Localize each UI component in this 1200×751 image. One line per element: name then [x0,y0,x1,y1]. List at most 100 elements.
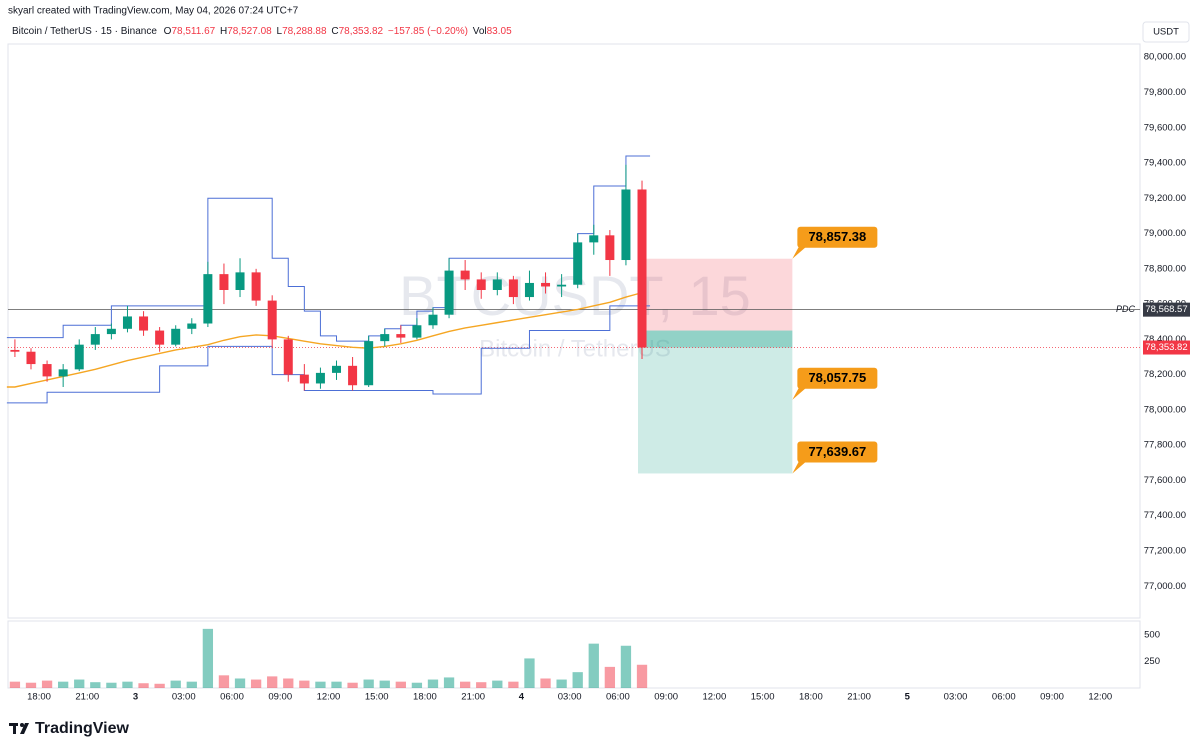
x-tick-label: 09:00 [1040,692,1064,703]
candle-body [187,323,197,329]
flag-label: 77,639.67 [808,444,866,459]
volume-tick-label: 250 [1144,656,1160,667]
target-zone [637,330,793,474]
volume-bar [218,675,230,688]
currency-box[interactable] [1142,21,1190,43]
volume-bar [508,681,519,688]
candle-body [589,235,599,243]
ohlc-key: C [331,26,338,37]
overlay-line [6,155,651,342]
candle-body [106,328,116,335]
candle-body [541,282,551,287]
flag [797,367,878,389]
x-tick-label: 06:00 [606,692,630,703]
y-tick-label: 79,600.00 [1144,122,1186,133]
flag-label: 78,057.75 [808,370,866,385]
volume-bar [74,679,85,688]
volume-bar [202,628,214,688]
candle-body [219,274,229,290]
volume-bar [443,677,455,688]
flag [797,226,878,248]
candle-body [42,364,52,377]
candle-body [524,282,534,298]
y-tick-label: 79,800.00 [1144,87,1186,98]
ohlc-key: O [164,26,172,37]
x-tick-label: 18:00 [413,692,437,703]
volume-bar [25,682,37,688]
legend: Bitcoin / TetherUS · 15 · Binance O78,51… [12,26,512,37]
x-tick-label: 12:00 [317,692,341,703]
x-tick-label: 12:00 [1088,692,1112,703]
x-tick-label: 03:00 [944,692,968,703]
last-price-tag [1143,340,1190,355]
candle-body [557,284,567,287]
volume-bar [122,681,133,688]
candle-body [476,279,486,290]
x-tick-label: 3 [133,692,138,703]
x-tick-label: 15:00 [365,692,389,703]
candle-body [315,372,325,384]
volume-bar [283,678,294,688]
ohlc-value: 78,527.08 [227,26,272,37]
volume-bar [492,680,503,688]
volume-bar [395,681,406,688]
x-tick-label: 03:00 [172,692,196,703]
flag [797,441,878,463]
logo-icon [20,723,29,734]
volume-bar [90,682,101,688]
flag-tail [792,245,808,259]
volume-bar [427,679,439,688]
candle-body [58,369,68,377]
volume-bar [58,681,69,688]
flag-label: 78,857.38 [808,229,866,244]
change: −157.85 (−0.20%) [388,26,468,37]
candle-body [460,270,470,280]
y-tick-label: 80,000.00 [1144,52,1186,63]
candle-body [251,272,261,301]
volume-bar [234,678,246,688]
logo-text: TradingView [35,720,130,737]
y-tick-label: 77,600.00 [1144,475,1186,486]
x-tick-label: 03:00 [558,692,582,703]
ohlc-key: H [220,26,227,37]
volume-bar [636,664,648,688]
x-tick-label: 15:00 [751,692,775,703]
ohlc-value: 78,511.67 [171,26,215,37]
x-tick-label: 21:00 [75,692,99,703]
x-tick-label: 12:00 [702,692,726,703]
overlay-line [6,291,643,388]
candle-body [621,189,631,261]
attribution: skyarl created with TradingView.com, May… [8,6,299,17]
symbol: Bitcoin / TetherUS · 15 · Binance [12,26,157,37]
volume-bar [9,681,21,688]
candle-body [155,330,165,345]
candle-body [396,334,406,338]
volume-bar [267,676,278,688]
y-tick-label: 78,200.00 [1144,369,1186,380]
volume-bar [459,681,471,688]
candle-body [90,334,100,345]
x-tick-label: 09:00 [654,692,678,703]
ohlc-key: L [277,26,283,37]
volume-bar [154,683,165,688]
candle-body [637,189,647,348]
y-tick-label: 79,400.00 [1144,158,1186,169]
candle-body [348,365,358,386]
volume-bar [620,645,632,688]
x-tick-label: 21:00 [847,692,871,703]
candle-body [235,272,245,290]
x-tick-label: 18:00 [27,692,51,703]
candle-body [203,274,213,324]
y-tick-label: 78,800.00 [1144,263,1186,274]
x-tick-label: 5 [905,692,911,703]
ohlc-value: 78,353.82 [339,26,384,37]
price-pane [7,43,1141,619]
flag-tail [792,386,808,400]
volume-bar [411,682,423,688]
currency[interactable]: USDT [1153,27,1179,38]
volume-bar [572,672,583,688]
candle-body [74,344,84,370]
candle-body [122,316,132,329]
candle-body [605,235,615,261]
